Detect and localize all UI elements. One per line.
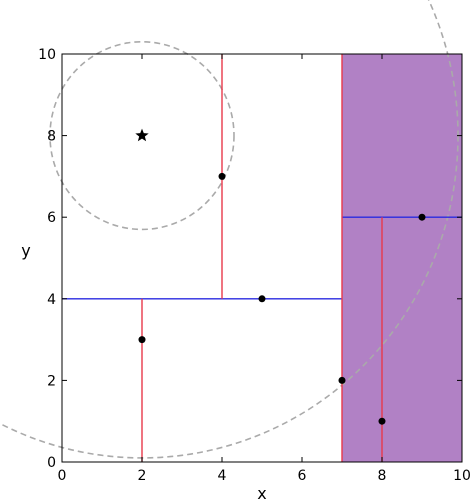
x-tick-label: 10 (453, 468, 471, 484)
data-point-4 (338, 376, 346, 384)
y-tick-label: 4 (47, 292, 56, 308)
x-tick-label: 8 (378, 468, 387, 484)
y-tick-label: 10 (38, 47, 56, 63)
shaded-region-layer (342, 54, 462, 462)
x-tick-label: 2 (138, 468, 147, 484)
shaded-region (342, 54, 462, 462)
query-point-star (135, 128, 149, 142)
x-tick-label: 4 (218, 468, 227, 484)
ticks-layer: 0 2 4 6 8 10 0 2 4 6 8 10 (38, 47, 471, 484)
x-axis-label: x (257, 484, 266, 501)
search-circle-1 (49, 40, 235, 231)
data-point-5 (378, 417, 386, 425)
data-points-layer (135, 128, 426, 425)
y-tick-label: 8 (47, 129, 56, 145)
data-point-2 (218, 172, 226, 180)
y-tick-label: 6 (47, 210, 56, 226)
data-point-3 (258, 295, 266, 303)
x-tick-label: 0 (58, 468, 67, 484)
y-tick-label: 2 (47, 373, 56, 389)
y-tick-label: 0 (47, 455, 56, 471)
data-point-1 (138, 336, 146, 344)
x-tick-label: 6 (298, 468, 307, 484)
data-point-6 (418, 213, 426, 221)
plot-frame (61, 53, 463, 463)
y-axis-label: y (21, 241, 30, 260)
